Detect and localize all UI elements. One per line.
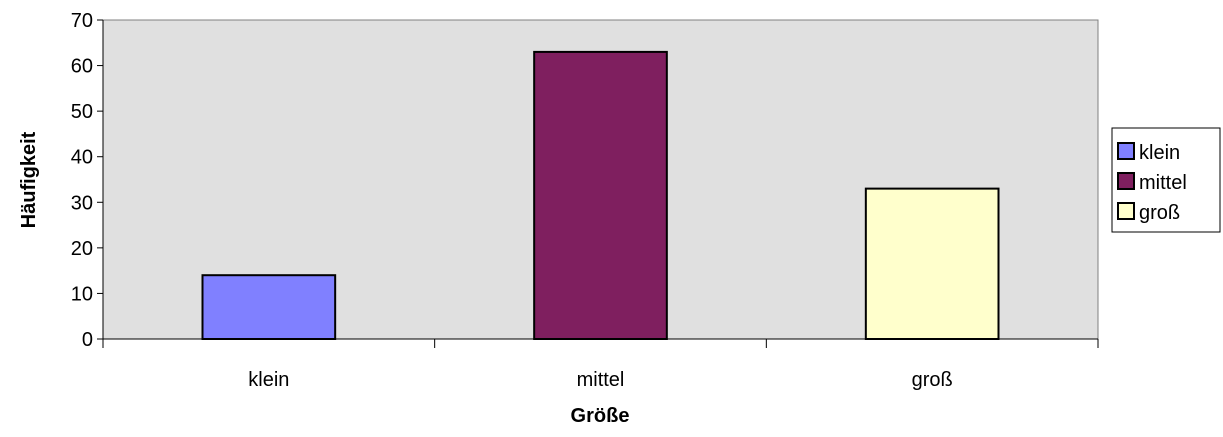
- x-axis: klein mittel groß: [102, 338, 1099, 391]
- x-axis-title: Größe: [571, 405, 630, 427]
- bar-group: [201, 50, 1000, 341]
- x-tick-label: groß: [912, 369, 953, 391]
- legend-swatch: [1117, 202, 1135, 220]
- y-tick-label: 60: [71, 56, 93, 78]
- legend-label: klein: [1139, 142, 1180, 164]
- y-tick-label: 0: [82, 329, 93, 351]
- x-tick-label: mittel: [577, 369, 625, 391]
- bar: [201, 274, 337, 341]
- legend-swatch: [1117, 172, 1135, 190]
- legend-swatch: [1117, 142, 1135, 160]
- x-tick-label: klein: [248, 369, 289, 391]
- legend-label: groß: [1139, 202, 1180, 224]
- legend: klein mittel groß: [1111, 127, 1221, 233]
- y-tick-label: 20: [71, 238, 93, 260]
- y-axis-title: Häufigkeit: [18, 131, 40, 228]
- y-tick-label: 30: [71, 192, 93, 214]
- y-tick-label: 10: [71, 283, 93, 305]
- y-tick-label: 40: [71, 147, 93, 169]
- legend-label: mittel: [1139, 172, 1187, 194]
- bar: [864, 187, 1000, 340]
- y-tick-label: 50: [71, 101, 93, 123]
- y-axis: 0 10 20 30 40 50 60 70: [71, 10, 104, 351]
- bar: [533, 50, 668, 341]
- y-tick-label: 70: [71, 10, 93, 32]
